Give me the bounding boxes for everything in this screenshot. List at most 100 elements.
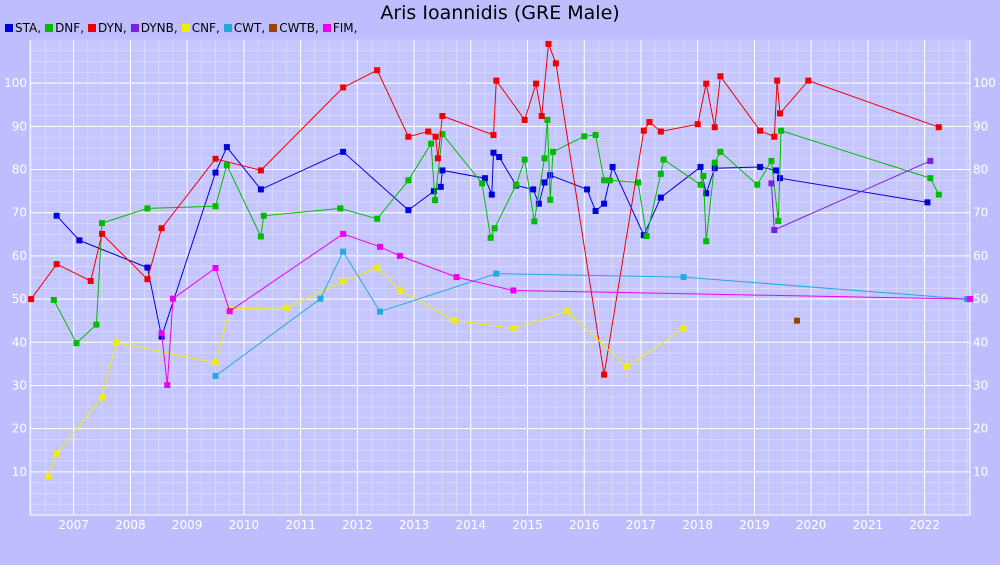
data-point-dnf bbox=[93, 321, 100, 328]
x-tick-label: 2011 bbox=[285, 518, 316, 532]
legend-swatch bbox=[130, 24, 139, 32]
legend-label: DYN bbox=[98, 21, 123, 35]
data-point-sta bbox=[541, 179, 548, 186]
legend-swatch bbox=[88, 24, 97, 32]
data-point-dnf bbox=[491, 225, 498, 232]
data-point-dyn bbox=[374, 67, 381, 74]
data-point-dnf bbox=[935, 191, 942, 198]
legend-label: CWT bbox=[233, 21, 262, 35]
data-point-dyn bbox=[439, 113, 446, 119]
data-point-sta bbox=[697, 163, 704, 170]
data-point-dyn bbox=[257, 167, 264, 174]
x-tick-label: 2010 bbox=[229, 518, 260, 532]
data-point-cnf bbox=[283, 304, 290, 311]
data-point-cnf bbox=[45, 473, 52, 480]
data-point-dyn bbox=[533, 80, 540, 87]
legend-item-dyn: DYN, bbox=[88, 21, 127, 35]
data-point-sta bbox=[76, 237, 83, 244]
data-point-dnf bbox=[405, 177, 412, 184]
data-point-dnf bbox=[513, 181, 520, 188]
data-point-dyn bbox=[640, 127, 647, 134]
legend-label: STA bbox=[15, 21, 38, 35]
data-point-sta bbox=[547, 172, 554, 179]
data-point-dnf bbox=[432, 197, 439, 204]
y-tick-label-left: 70 bbox=[12, 206, 27, 220]
data-point-dyn bbox=[212, 155, 219, 162]
data-point-dyn bbox=[538, 113, 545, 119]
data-point-cnf bbox=[450, 317, 457, 324]
chart-legend: STA, DNF, DYN, DYNB, CNF, CWT, CWTB, FIM, bbox=[5, 21, 361, 35]
y-tick-label-left: 80 bbox=[12, 163, 27, 177]
data-point-cnf bbox=[564, 308, 571, 315]
data-point-dnf bbox=[541, 155, 548, 162]
y-tick-label-right: 30 bbox=[973, 378, 988, 392]
data-point-dnf bbox=[144, 205, 151, 212]
data-point-dnf bbox=[778, 127, 785, 134]
series-line-dyn bbox=[30, 43, 939, 375]
x-tick-label: 2018 bbox=[682, 518, 713, 532]
data-point-dnf bbox=[657, 170, 664, 177]
data-point-cnf bbox=[623, 363, 630, 370]
data-point-dyn bbox=[144, 276, 151, 283]
y-tick-label-right: 40 bbox=[973, 335, 988, 349]
data-point-sta bbox=[657, 194, 664, 201]
x-tick-label: 2020 bbox=[796, 518, 827, 532]
data-point-sta bbox=[340, 148, 347, 155]
data-point-dyn bbox=[694, 121, 701, 128]
y-tick-label-right: 80 bbox=[973, 163, 988, 177]
data-point-cwtb bbox=[793, 317, 800, 324]
legend-label: FIM bbox=[332, 21, 354, 35]
data-point-sta bbox=[772, 167, 779, 174]
y-tick-label-right: 10 bbox=[973, 465, 988, 479]
data-point-dnf bbox=[547, 196, 554, 203]
legend-item-sta: STA, bbox=[5, 21, 41, 35]
x-tick-label: 2013 bbox=[399, 518, 430, 532]
data-point-sta bbox=[257, 186, 264, 193]
data-point-sta bbox=[481, 175, 488, 182]
data-point-sta bbox=[601, 200, 608, 207]
legend-item-dynb: DYNB, bbox=[130, 21, 178, 35]
data-point-fim bbox=[226, 308, 233, 315]
data-point-fim bbox=[212, 265, 219, 271]
y-tick-label-left: 50 bbox=[12, 292, 27, 306]
data-point-dnf bbox=[521, 156, 528, 163]
data-point-dnf bbox=[260, 212, 267, 219]
data-point-cnf bbox=[99, 394, 106, 401]
data-point-dyn bbox=[425, 128, 432, 135]
data-point-dyn bbox=[493, 77, 500, 84]
data-point-dnf bbox=[487, 234, 494, 241]
data-point-dynb bbox=[771, 227, 778, 233]
data-point-sta bbox=[490, 149, 497, 156]
data-point-dyn bbox=[935, 124, 942, 131]
legend-item-fim: FIM, bbox=[322, 21, 357, 35]
data-point-sta bbox=[584, 186, 591, 193]
data-point-dnf bbox=[50, 296, 57, 303]
x-tick-label: 2016 bbox=[569, 518, 600, 532]
data-point-dyn bbox=[657, 128, 664, 135]
y-tick-label-left: 30 bbox=[12, 378, 27, 392]
data-point-dnf bbox=[531, 218, 538, 225]
data-point-dyn bbox=[405, 133, 412, 140]
y-tick-label-right: 50 bbox=[973, 292, 988, 306]
data-point-fim bbox=[158, 330, 165, 337]
data-point-dnf bbox=[99, 220, 106, 227]
data-point-dynb bbox=[927, 157, 934, 164]
y-tick-label-left: 20 bbox=[12, 422, 27, 436]
data-point-sta bbox=[437, 183, 444, 190]
legend-label: CWTB bbox=[279, 21, 315, 35]
data-point-dyn bbox=[552, 60, 559, 67]
data-point-dnf bbox=[550, 148, 557, 155]
data-point-dnf bbox=[374, 215, 381, 222]
data-point-dnf bbox=[606, 177, 613, 184]
data-point-dyn bbox=[646, 119, 653, 126]
data-point-dnf bbox=[73, 340, 80, 347]
data-point-dnf bbox=[592, 132, 599, 138]
data-point-sta bbox=[924, 199, 931, 206]
data-point-dyn bbox=[774, 77, 781, 84]
data-point-sta bbox=[757, 163, 764, 170]
data-point-sta bbox=[53, 212, 60, 219]
data-point-cwt bbox=[493, 270, 500, 277]
data-point-dyn bbox=[434, 155, 441, 162]
x-tick-label: 2019 bbox=[739, 518, 770, 532]
